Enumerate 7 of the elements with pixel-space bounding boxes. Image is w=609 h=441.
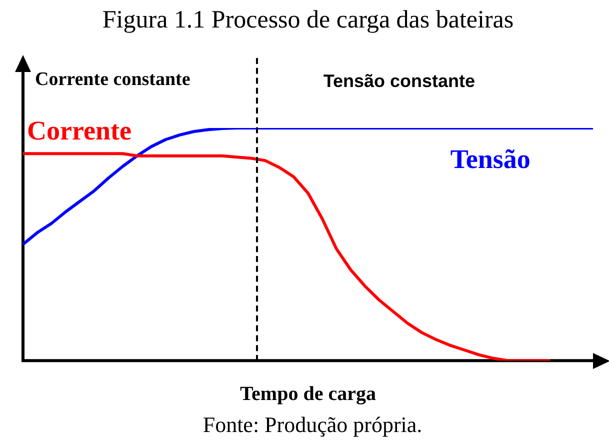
source-note: Fonte: Produção própria. <box>202 412 422 437</box>
text: Corrente constante <box>35 68 190 90</box>
series-label: Tensão <box>450 144 530 174</box>
text: Tensão constante <box>323 70 476 91</box>
chart-title: Figura 1.1 Processo de carga das bateiras <box>102 6 514 34</box>
series-label: Corrente <box>27 116 132 146</box>
x-axis-title: Tempo de carga <box>240 383 376 406</box>
